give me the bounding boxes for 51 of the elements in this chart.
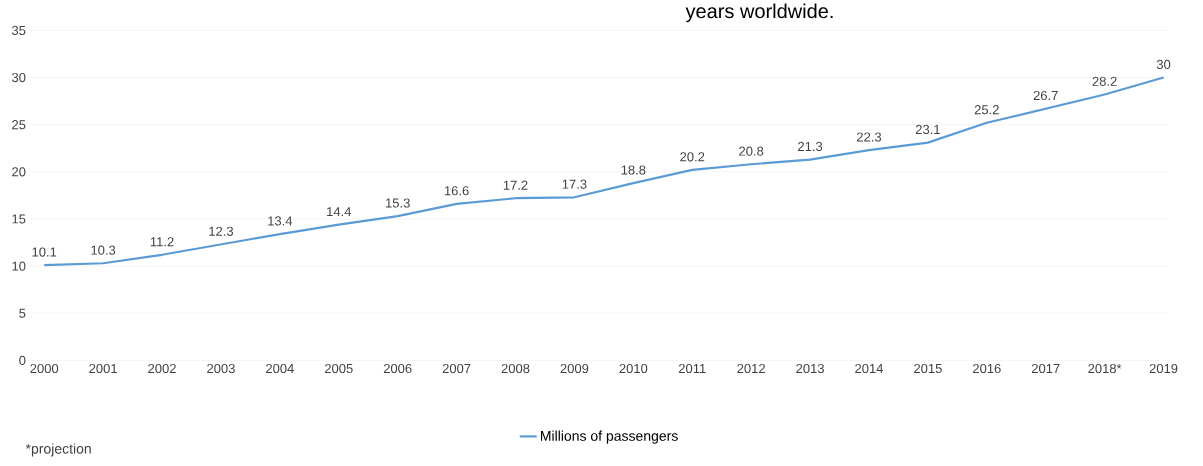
x-tick-label: 2002 [148,363,176,374]
x-tick-label: 2014 [855,363,884,374]
data-label: 16.6 [444,186,469,196]
x-tick-label: 2012 [737,363,765,374]
data-label: 21.3 [798,141,823,152]
y-tick-label: 15 [12,214,26,224]
data-label: 22.3 [856,132,882,142]
x-tick-label: 2016 [973,363,1001,374]
x-tick-label: 2008 [501,363,530,374]
y-tick-label: 5 [19,308,26,318]
data-label: 17.2 [503,180,528,190]
x-tick-label: 2010 [619,363,648,374]
data-label: 17.3 [562,179,587,189]
x-tick-label: 2009 [560,363,589,374]
data-label: 20.2 [680,152,705,162]
x-tick-label: 2017 [1031,363,1060,374]
data-label: 13.4 [268,216,293,226]
data-label: 28.2 [1092,76,1117,86]
data-label: 30 [1156,59,1171,69]
x-tick-label: 2005 [324,363,353,374]
x-tick-label: 2007 [442,363,471,374]
x-tick-label: 2019 [1149,363,1178,374]
data-label: 20.8 [739,146,764,156]
x-tick-label: 2011 [678,363,706,374]
y-tick-label: 30 [11,72,26,83]
x-tick-label: 2004 [266,363,294,374]
x-tick-label: 2018* [1088,363,1122,374]
x-tick-label: 2013 [796,363,824,374]
y-tick-label: 0 [19,355,26,365]
data-label: 11.2 [150,237,174,247]
data-label: 10.1 [32,247,57,257]
y-tick-label: 35 [11,25,26,35]
x-tick-label: 2000 [30,363,59,374]
x-tick-label: 2015 [914,363,942,374]
x-tick-label: 2003 [207,363,235,374]
data-label: 15.3 [386,198,410,208]
y-tick-label: 10 [12,261,26,271]
legend-label: Millions of passengers [540,430,678,444]
y-tick-label: 20 [12,167,26,177]
data-label: 12.3 [209,226,234,236]
data-label: 26.7 [1033,90,1058,101]
data-label: 18.8 [621,165,646,175]
x-tick-label: 2001 [89,363,117,374]
text: *projection [25,443,91,457]
data-label: 10.3 [91,245,116,255]
chart-title: years worldwide. [685,3,833,23]
x-tick-label: 2006 [383,363,412,374]
y-tick-label: 25 [12,120,26,130]
data-label: 25.2 [974,105,999,115]
data-label: 23.1 [915,124,940,135]
data-label: 14.4 [327,207,352,217]
